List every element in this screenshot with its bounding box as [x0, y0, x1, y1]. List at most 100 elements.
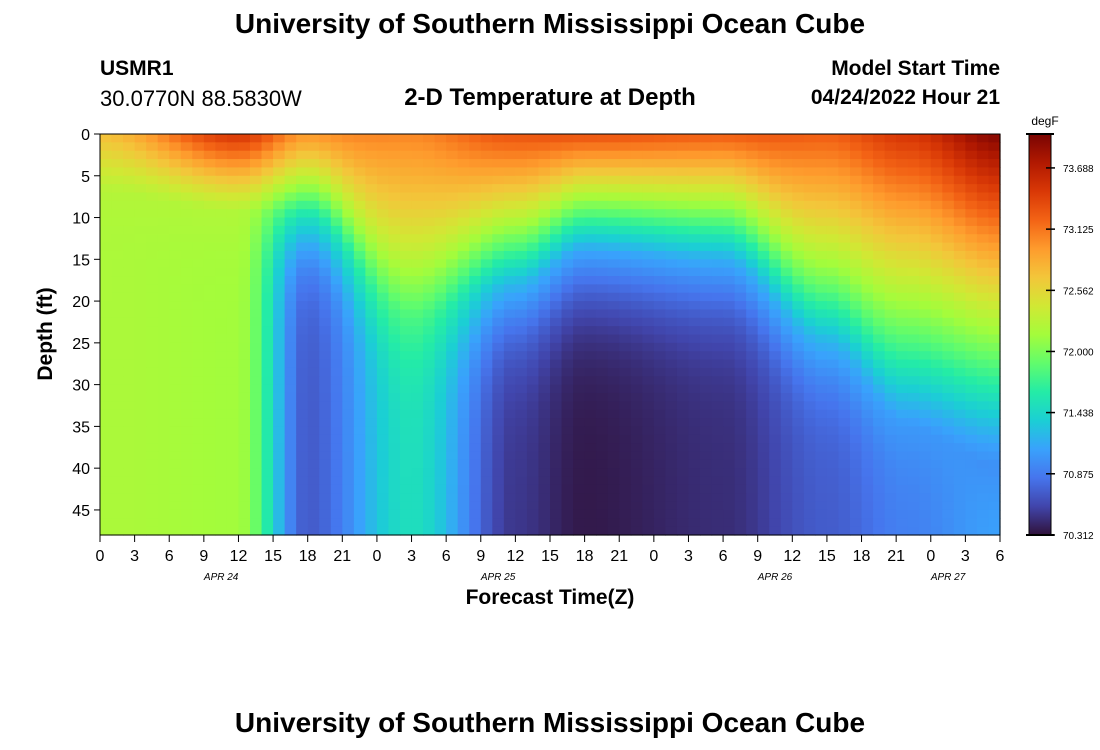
heatmap-cell [365, 167, 378, 177]
heatmap-cell [261, 443, 274, 453]
heatmap-cell [619, 175, 632, 185]
heatmap-cell [573, 493, 586, 503]
heatmap-cell [238, 342, 251, 352]
heatmap-cell [561, 434, 574, 444]
heatmap-cell [665, 376, 678, 386]
heatmap-cell [319, 451, 332, 461]
heatmap-cell [561, 284, 574, 294]
heatmap-cell [365, 376, 378, 386]
heatmap-cell [803, 518, 816, 528]
heatmap-cell [100, 234, 113, 244]
heatmap-cell [734, 142, 747, 152]
heatmap-cell [330, 242, 343, 252]
heatmap-cell [746, 434, 759, 444]
heatmap-cell [492, 509, 505, 519]
heatmap-cell [365, 367, 378, 377]
heatmap-cell [330, 334, 343, 344]
heatmap-cell [169, 192, 182, 202]
heatmap-cell [769, 150, 782, 160]
heatmap-cell [261, 200, 274, 210]
heatmap-cell [850, 209, 863, 219]
heatmap-cell [700, 509, 713, 519]
heatmap-cell [850, 526, 863, 536]
heatmap-cell [596, 367, 609, 377]
heatmap-cell [180, 334, 193, 344]
heatmap-cell [503, 209, 516, 219]
heatmap-cell [515, 309, 528, 319]
heatmap-cell [653, 225, 666, 235]
heatmap-cell [365, 392, 378, 402]
heatmap-cell [965, 209, 978, 219]
heatmap-cell [134, 468, 147, 478]
heatmap-cell [503, 459, 516, 469]
heatmap-cell [711, 459, 724, 469]
heatmap-cell [111, 217, 124, 227]
heatmap-cell [100, 443, 113, 453]
heatmap-cell [734, 434, 747, 444]
heatmap-cell [792, 217, 805, 227]
heatmap-cell [434, 225, 447, 235]
heatmap-cell [319, 134, 332, 143]
heatmap-cell [746, 418, 759, 427]
heatmap-cell [111, 443, 124, 453]
heatmap-cell [884, 225, 897, 235]
heatmap-cell [284, 468, 297, 478]
heatmap-cell [134, 342, 147, 352]
heatmap-cell [723, 175, 736, 185]
heatmap-cell [503, 334, 516, 344]
heatmap-cell [134, 392, 147, 402]
heatmap-cell [746, 184, 759, 194]
heatmap-cell [469, 217, 482, 227]
heatmap-cell [573, 443, 586, 453]
heatmap-cell [746, 142, 759, 152]
heatmap-cell [480, 309, 493, 319]
heatmap-cell [411, 242, 424, 252]
heatmap-cell [192, 526, 205, 536]
heatmap-cell [215, 359, 228, 369]
heatmap-cell [238, 434, 251, 444]
heatmap-cell [446, 384, 459, 394]
heatmap-cell [342, 217, 355, 227]
heatmap-cell [826, 134, 840, 143]
heatmap-cell [573, 234, 586, 244]
heatmap-cell [561, 317, 574, 327]
heatmap-cell [226, 276, 240, 285]
heatmap-cell [203, 309, 216, 319]
heatmap-cell [896, 526, 909, 536]
heatmap-cell [492, 326, 505, 336]
heatmap-cell [388, 175, 401, 185]
heatmap-cell [250, 359, 263, 369]
heatmap-cell [400, 267, 413, 277]
heatmap-cell [792, 443, 805, 453]
heatmap-cell [319, 276, 332, 285]
heatmap-cell [100, 384, 113, 394]
heatmap-cell [330, 476, 343, 486]
heatmap-cell [803, 142, 816, 152]
heatmap-cell [803, 234, 816, 244]
heatmap-cell [469, 192, 482, 202]
heatmap-cell [919, 401, 932, 411]
heatmap-cell [815, 284, 828, 294]
heatmap-cell [815, 159, 828, 169]
heatmap-cell [815, 317, 828, 327]
heatmap-cell [561, 209, 574, 219]
y-tick-label: 30 [72, 378, 90, 395]
heatmap-cell [561, 484, 574, 494]
heatmap-cell [388, 443, 401, 453]
heatmap-cell [676, 267, 690, 277]
heatmap-cell [296, 367, 309, 377]
heatmap-cell [746, 493, 759, 503]
heatmap-cell [134, 276, 147, 285]
heatmap-cell [492, 501, 505, 511]
heatmap-cell [792, 267, 805, 277]
heatmap-cell [561, 443, 574, 453]
heatmap-cell [503, 401, 516, 411]
heatmap-cell [226, 326, 240, 336]
heatmap-cell [780, 493, 793, 503]
heatmap-cell [596, 484, 609, 494]
heatmap-cell [353, 150, 366, 160]
heatmap-cell [238, 484, 251, 494]
heatmap-cell [469, 526, 482, 536]
heatmap-cell [642, 284, 655, 294]
heatmap-cell [273, 468, 286, 478]
